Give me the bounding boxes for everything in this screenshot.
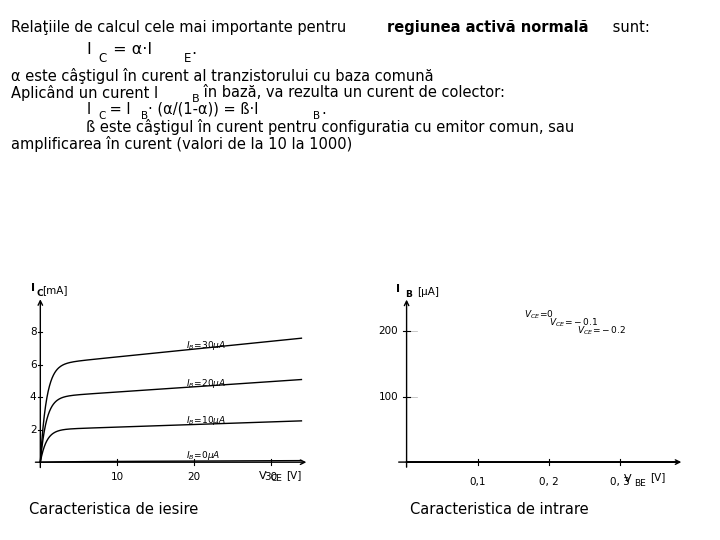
Text: 10: 10 xyxy=(111,472,124,482)
Text: 30: 30 xyxy=(264,472,277,482)
Text: V: V xyxy=(259,471,267,481)
Text: B: B xyxy=(313,111,320,120)
Text: Caracteristica de iesire: Caracteristica de iesire xyxy=(29,502,198,517)
Text: $V_{CE}\!=\!-0.1$: $V_{CE}\!=\!-0.1$ xyxy=(549,316,598,329)
Text: I: I xyxy=(86,102,91,117)
Text: E: E xyxy=(184,52,191,65)
Text: [mA]: [mA] xyxy=(42,285,68,295)
Text: I: I xyxy=(31,283,35,293)
Text: .: . xyxy=(192,42,197,57)
Text: $I_B\!=\!10\mu A$: $I_B\!=\!10\mu A$ xyxy=(186,414,226,427)
Text: Aplicând un curent I: Aplicând un curent I xyxy=(11,85,158,101)
Text: 200: 200 xyxy=(379,326,398,336)
Text: I: I xyxy=(396,284,400,294)
Text: I: I xyxy=(86,42,91,57)
Text: $V_{CE}\!=\!-0.2$: $V_{CE}\!=\!-0.2$ xyxy=(577,325,626,337)
Text: regiunea activă normală: regiunea activă normală xyxy=(387,20,588,35)
Text: Caracteristica de intrare: Caracteristica de intrare xyxy=(410,502,589,517)
Text: sunt:: sunt: xyxy=(608,20,650,35)
Text: ß este câştigul în curent pentru configuratia cu emitor comun, sau: ß este câştigul în curent pentru configu… xyxy=(86,119,575,135)
Text: V: V xyxy=(624,474,631,484)
Text: [μA]: [μA] xyxy=(418,287,439,297)
Text: BE: BE xyxy=(634,479,646,488)
Text: [V]: [V] xyxy=(286,470,302,480)
Text: .: . xyxy=(321,102,326,117)
Text: 0, 2: 0, 2 xyxy=(539,476,559,487)
Text: $V_{CE}\!=\!0$: $V_{CE}\!=\!0$ xyxy=(524,309,554,321)
Text: 4: 4 xyxy=(30,392,37,402)
Text: α este câştigul în curent al tranzistorului cu baza comună: α este câştigul în curent al tranzistoru… xyxy=(11,68,433,84)
Text: = I: = I xyxy=(105,102,131,117)
Text: 6: 6 xyxy=(30,360,37,370)
Text: amplificarea în curent (valori de la 10 la 1000): amplificarea în curent (valori de la 10 … xyxy=(11,136,352,152)
Text: B: B xyxy=(405,291,412,300)
Text: [V]: [V] xyxy=(650,472,665,483)
Text: 100: 100 xyxy=(379,392,398,402)
Text: $I_B\!=\!0\mu A$: $I_B\!=\!0\mu A$ xyxy=(186,449,220,462)
Text: 0,1: 0,1 xyxy=(469,476,486,487)
Text: · (α/(1-α)) = ß·I: · (α/(1-α)) = ß·I xyxy=(148,102,258,117)
Text: $I_B\!=\!20\mu A$: $I_B\!=\!20\mu A$ xyxy=(186,377,226,390)
Text: 20: 20 xyxy=(187,472,200,482)
Text: în bază, va rezulta un curent de colector:: în bază, va rezulta un curent de colecto… xyxy=(199,85,505,100)
Text: 2: 2 xyxy=(30,424,37,435)
Text: B: B xyxy=(141,111,148,120)
Text: C: C xyxy=(99,52,107,65)
Text: = α·I: = α·I xyxy=(108,42,152,57)
Text: C: C xyxy=(98,111,105,120)
Text: 0, 3: 0, 3 xyxy=(610,476,630,487)
Text: C: C xyxy=(37,289,43,298)
Text: Relaţiile de calcul cele mai importante pentru: Relaţiile de calcul cele mai importante … xyxy=(11,20,351,35)
Text: B: B xyxy=(192,93,200,104)
Text: $I_B\!=\!30\mu A$: $I_B\!=\!30\mu A$ xyxy=(186,340,226,353)
Text: 8: 8 xyxy=(30,327,37,337)
Text: CE: CE xyxy=(271,474,282,483)
